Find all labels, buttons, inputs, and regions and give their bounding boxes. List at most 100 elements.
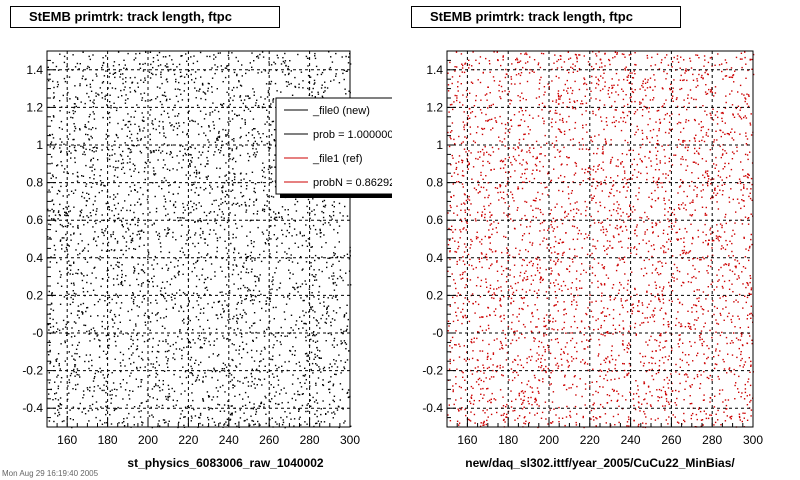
data-point xyxy=(589,254,592,256)
data-point xyxy=(164,327,166,330)
data-point xyxy=(61,244,63,246)
data-point xyxy=(492,352,495,354)
data-point xyxy=(505,337,507,339)
data-point xyxy=(324,86,326,89)
data-point xyxy=(269,297,271,300)
data-point xyxy=(333,411,335,413)
data-point xyxy=(717,375,719,378)
data-point xyxy=(134,164,136,167)
data-point xyxy=(128,247,130,250)
data-point xyxy=(454,344,456,346)
data-point xyxy=(716,286,718,288)
data-point xyxy=(244,253,247,256)
data-point xyxy=(94,330,96,332)
data-point xyxy=(514,83,516,85)
data-point xyxy=(673,280,675,282)
data-point xyxy=(691,214,694,216)
data-point xyxy=(225,135,227,137)
data-point xyxy=(316,392,318,394)
data-point xyxy=(340,340,342,342)
data-point xyxy=(727,353,729,355)
data-point xyxy=(282,60,285,63)
data-point xyxy=(590,82,593,84)
data-point xyxy=(195,77,197,80)
data-point xyxy=(52,211,55,213)
data-point xyxy=(545,370,547,373)
data-point xyxy=(189,342,191,344)
data-point xyxy=(207,222,209,225)
data-point xyxy=(483,420,485,423)
data-point xyxy=(176,115,179,117)
data-point xyxy=(303,234,305,237)
data-point xyxy=(155,356,158,359)
data-point xyxy=(486,256,488,259)
data-point xyxy=(725,263,728,266)
data-point xyxy=(155,128,157,131)
data-point xyxy=(70,336,73,338)
data-point xyxy=(229,158,231,160)
data-point xyxy=(240,336,243,338)
data-point xyxy=(284,60,287,62)
data-point xyxy=(175,81,177,83)
data-point xyxy=(54,220,57,222)
data-point xyxy=(502,191,505,193)
data-point xyxy=(242,195,245,197)
data-point xyxy=(94,220,96,222)
data-point xyxy=(179,417,181,420)
data-point xyxy=(740,335,743,337)
data-point xyxy=(141,301,143,303)
data-point xyxy=(461,67,464,69)
data-point xyxy=(280,63,283,65)
data-point xyxy=(241,341,244,343)
data-point xyxy=(213,154,215,156)
data-point xyxy=(110,402,112,404)
data-point xyxy=(532,315,534,318)
data-point xyxy=(676,269,679,272)
data-point xyxy=(470,341,472,343)
data-point xyxy=(641,403,643,405)
data-point xyxy=(90,128,92,131)
data-point xyxy=(295,363,298,365)
data-point xyxy=(218,208,221,211)
data-point xyxy=(614,51,617,53)
data-point xyxy=(88,360,90,363)
data-point xyxy=(520,398,522,400)
data-point xyxy=(194,267,196,269)
data-point xyxy=(335,75,337,77)
data-point xyxy=(87,121,90,123)
data-point xyxy=(464,136,466,138)
data-point xyxy=(340,343,342,345)
data-point xyxy=(303,314,305,317)
data-point xyxy=(314,413,316,415)
data-point xyxy=(472,350,474,352)
data-point xyxy=(725,404,728,407)
data-point xyxy=(109,414,111,416)
y-tick-label: 0.4 xyxy=(26,251,43,265)
data-point xyxy=(176,134,179,136)
data-point xyxy=(140,357,143,360)
data-point xyxy=(113,313,116,316)
data-point xyxy=(86,84,88,87)
data-point xyxy=(255,296,257,298)
data-point xyxy=(238,353,240,355)
data-point xyxy=(626,421,629,423)
data-point xyxy=(136,345,139,347)
data-point xyxy=(282,233,284,236)
data-point xyxy=(518,253,520,255)
data-point xyxy=(237,181,240,184)
data-point xyxy=(272,355,274,357)
data-point xyxy=(177,272,179,274)
data-point xyxy=(89,354,91,356)
data-point xyxy=(72,54,74,56)
data-point xyxy=(117,335,119,337)
data-point xyxy=(237,327,239,330)
data-point xyxy=(694,185,696,187)
data-point xyxy=(115,133,117,136)
data-point xyxy=(310,262,312,264)
data-point xyxy=(200,76,202,78)
data-point xyxy=(47,208,49,211)
data-point xyxy=(86,281,88,284)
data-point xyxy=(70,152,72,154)
data-point xyxy=(750,233,752,236)
data-point xyxy=(122,82,124,85)
